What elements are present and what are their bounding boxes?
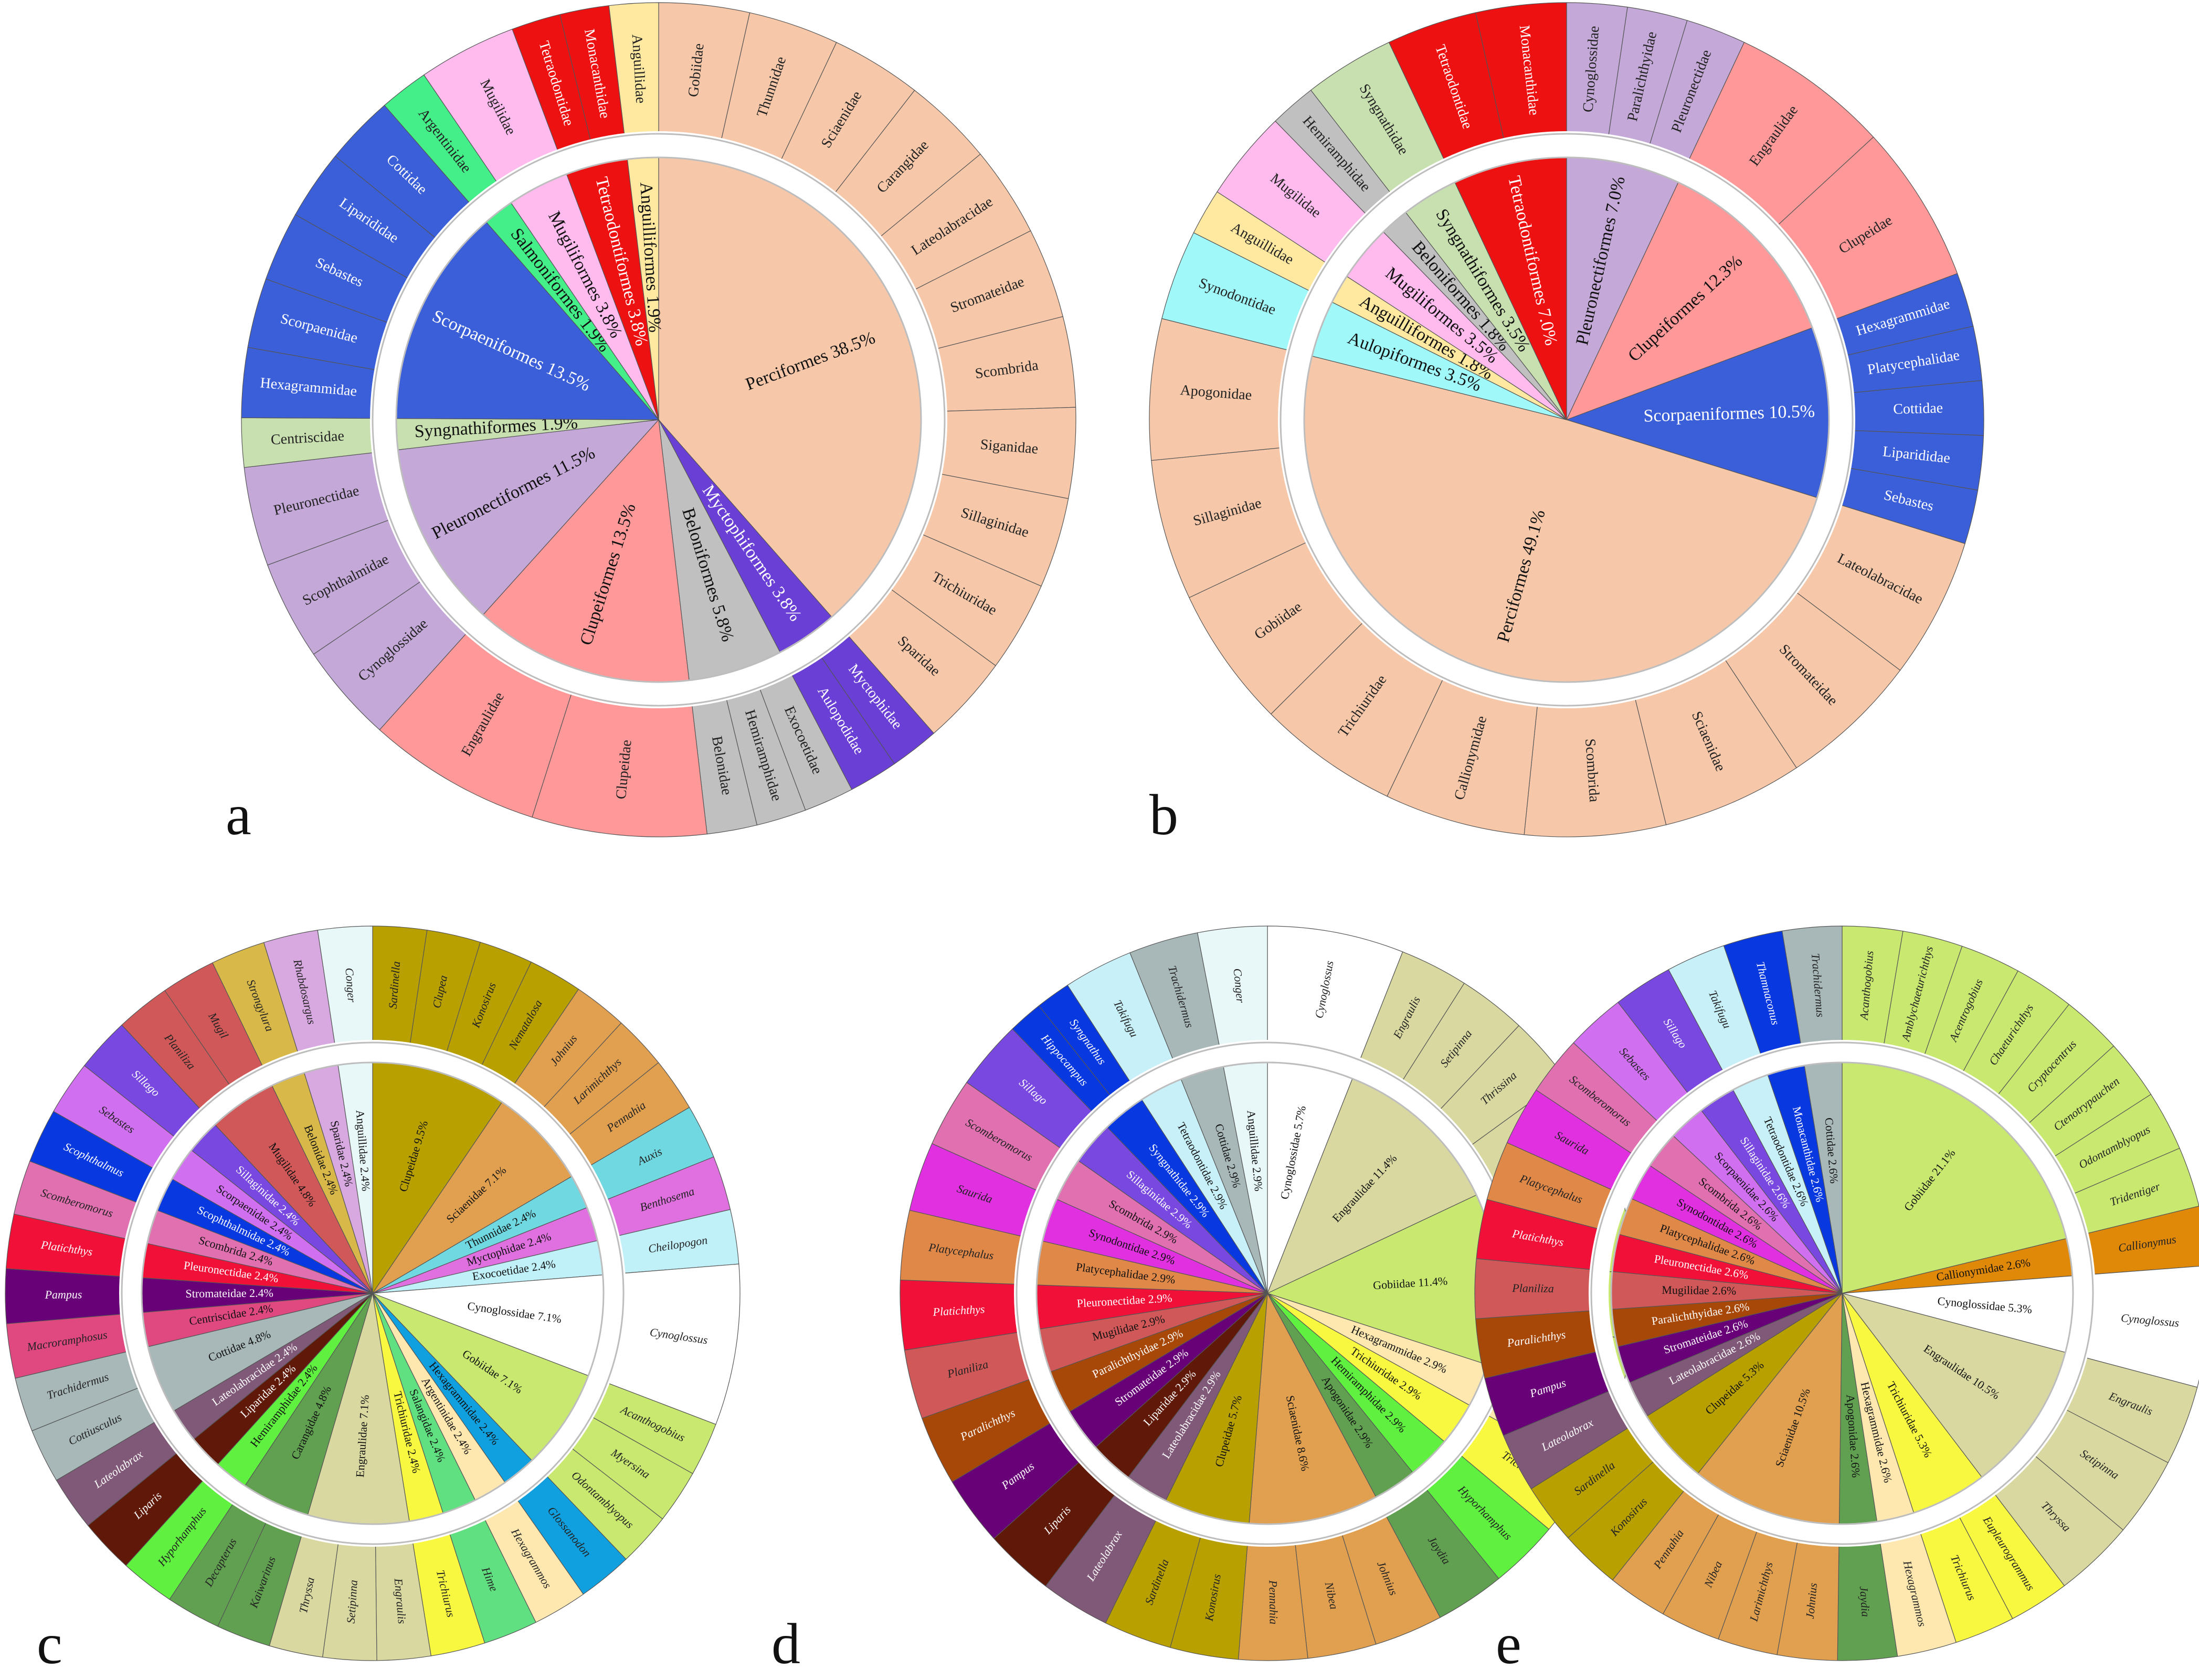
outer-label-b-2-2: Cottidae — [1893, 400, 1943, 418]
inner-label-c-18: Stromateidae 2.4% — [185, 1286, 273, 1300]
outer-label-d-14-0: Platichthys — [932, 1302, 985, 1319]
ring-gap-b — [1278, 131, 1855, 708]
outer-ring-border-e — [1590, 1041, 2094, 1545]
ring-gap-c — [119, 1040, 626, 1547]
sunburst-panel-e: Acanthogobius Amblychaeturichthys Acentrog… — [1474, 926, 2199, 1676]
panel-label-c: c — [37, 1612, 62, 1676]
outer-label-d-7-2: Pennahia — [1266, 1580, 1280, 1625]
inner-label-b-2: Scorpaeniformes 10.5% — [1643, 401, 1815, 426]
panel-label-a: a — [226, 783, 251, 847]
inner-border-a — [395, 156, 922, 683]
panel-label-e: e — [1496, 1612, 1521, 1676]
outer-label-e-6-0: Jaydia — [1857, 1586, 1873, 1617]
inner-label-e-12: Mugilidae 2.6% — [1662, 1283, 1736, 1298]
inner-border-b — [1303, 156, 1830, 683]
inner-border-c — [141, 1061, 605, 1525]
outer-label-c-11-1: Setipinna — [344, 1579, 360, 1624]
panel-label-b: b — [1149, 783, 1178, 847]
outer-ring-border-c — [121, 1041, 625, 1545]
sunburst-panel-c: Sardinella Clupea Konosirus NematalosaClupe… — [5, 926, 741, 1676]
outer-label-e-12-0: Planiliza — [1511, 1281, 1554, 1295]
sunburst-panel-b: Cynoglossidae Paralichthyidae Pleuronectid… — [1149, 2, 1984, 847]
inner-border-e — [1610, 1061, 2074, 1525]
sunburst-panel-a: Gobiidae ThunnidaeSciaenidaeCarangidaeLat… — [226, 2, 1076, 847]
outer-label-c-27-0: Conger — [343, 967, 358, 1003]
ring-gap-e — [1589, 1040, 2096, 1547]
outer-ring-border-b — [1280, 133, 1854, 707]
ring-gap-a — [370, 131, 947, 708]
outer-label-a-5-0: Centriscidae — [270, 428, 344, 448]
outer-label-c-18-0: Pampus — [44, 1288, 82, 1301]
outer-ring-border-a — [372, 133, 946, 707]
panel-label-d: d — [771, 1612, 800, 1676]
